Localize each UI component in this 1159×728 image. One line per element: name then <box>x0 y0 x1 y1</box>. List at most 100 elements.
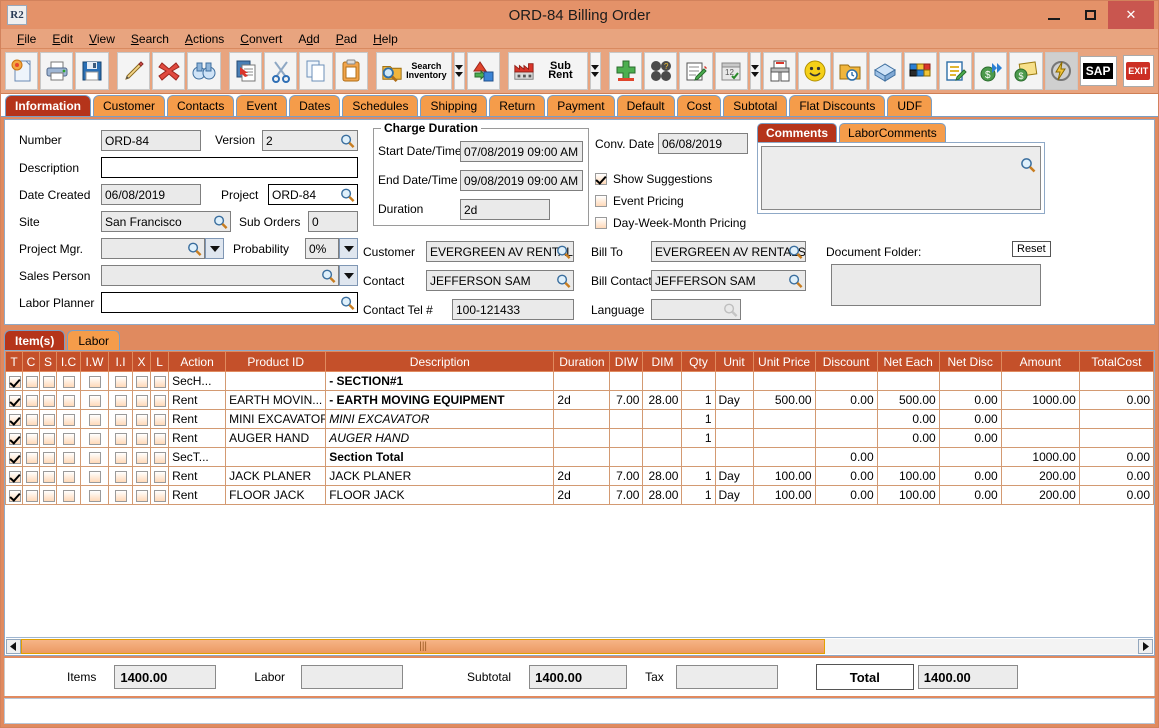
scroll-right-button[interactable] <box>1138 638 1153 654</box>
cell-t[interactable] <box>5 371 23 391</box>
cell-ii[interactable] <box>108 485 134 505</box>
cell-iw[interactable] <box>80 485 110 505</box>
group-button[interactable]: ? <box>644 52 678 90</box>
cell-desc[interactable]: FLOOR JACK <box>325 485 555 505</box>
cell-ic[interactable] <box>55 447 82 467</box>
cell-action[interactable]: Rent <box>168 390 227 410</box>
column-header-l[interactable]: L <box>150 351 170 372</box>
row-checkbox-ic[interactable] <box>62 394 75 407</box>
row-checkbox-t[interactable] <box>9 451 21 464</box>
smiley-button[interactable] <box>798 52 832 90</box>
cell-l[interactable] <box>150 485 170 505</box>
row-checkbox-c[interactable] <box>26 451 38 464</box>
calendar-dropdown[interactable] <box>749 52 762 90</box>
column-header-action[interactable]: Action <box>168 351 227 372</box>
column-header-ii[interactable]: I.I <box>108 351 134 372</box>
cell-dim[interactable] <box>642 428 683 448</box>
database-button[interactable] <box>903 52 937 90</box>
row-checkbox-s[interactable] <box>43 470 55 483</box>
cell-diw[interactable] <box>609 371 644 391</box>
grid-horizontal-scrollbar[interactable]: ||| <box>6 637 1153 654</box>
menu-file[interactable]: FFileile <box>17 31 37 46</box>
cell-x[interactable] <box>132 466 152 486</box>
cell-c[interactable] <box>22 428 40 448</box>
cell-duration[interactable]: 2d <box>553 390 611 410</box>
tab-labor[interactable]: Labor <box>67 330 121 350</box>
tab-return[interactable]: Return <box>489 95 546 116</box>
cell-action[interactable]: Rent <box>168 466 227 486</box>
copy-button[interactable] <box>299 52 333 90</box>
cell-discount[interactable]: 0.00 <box>814 390 878 410</box>
cell-product[interactable]: MINI EXCAVATOR <box>225 409 327 429</box>
cell-unit[interactable] <box>714 447 754 467</box>
table-row[interactable]: Rent JACK PLANER JACK PLANER 2d 7.00 28.00 1 Da… <box>5 466 1154 486</box>
cell-c[interactable] <box>22 466 40 486</box>
event-pricing-checkbox[interactable] <box>595 195 607 207</box>
row-checkbox-ii[interactable] <box>114 432 127 445</box>
document-folder-input[interactable] <box>831 264 1041 306</box>
tab-payment[interactable]: Payment <box>547 95 615 116</box>
cell-amount[interactable]: 200.00 <box>1000 466 1080 486</box>
cell-qty[interactable] <box>681 447 716 467</box>
bill-contact-input[interactable]: JEFFERSON SAM <box>651 270 806 291</box>
search-button[interactable] <box>187 52 221 90</box>
cell-product[interactable] <box>225 371 327 391</box>
cell-t[interactable] <box>5 447 23 467</box>
tax-value-field[interactable] <box>675 665 778 689</box>
cell-totalcost[interactable] <box>1078 409 1154 429</box>
cell-amount[interactable] <box>1000 371 1080 391</box>
row-checkbox-l[interactable] <box>154 394 167 407</box>
tab-contacts[interactable]: Contacts <box>167 95 235 116</box>
project-mgr-combo[interactable] <box>101 238 224 259</box>
row-checkbox-s[interactable] <box>43 451 55 464</box>
contact-tel-input[interactable]: 100-121433 <box>452 299 574 320</box>
calendar-button[interactable]: 12 <box>714 52 748 90</box>
menu-search[interactable]: Search <box>130 31 169 46</box>
column-header-dim[interactable]: DIM <box>642 351 683 372</box>
notes-button[interactable] <box>679 52 713 90</box>
tab-items[interactable]: Item(s) <box>4 330 66 350</box>
cell-s[interactable] <box>39 371 57 391</box>
cell-desc[interactable]: MINI EXCAVATOR <box>325 409 555 429</box>
site-input[interactable]: San Francisco <box>101 211 231 232</box>
cell-neteach[interactable]: 500.00 <box>876 390 940 410</box>
cell-totalcost[interactable] <box>1078 371 1154 391</box>
cell-x[interactable] <box>132 371 152 391</box>
cell-t[interactable] <box>5 409 23 429</box>
dwm-pricing-row[interactable]: Day-Week-Month Pricing <box>595 216 746 230</box>
row-checkbox-ii[interactable] <box>114 413 127 426</box>
cell-duration[interactable] <box>553 409 611 429</box>
row-checkbox-t[interactable] <box>9 470 21 483</box>
cell-c[interactable] <box>22 447 40 467</box>
tab-event[interactable]: Event <box>236 95 288 116</box>
cell-action[interactable]: Rent <box>168 409 227 429</box>
row-checkbox-c[interactable] <box>26 394 38 407</box>
row-checkbox-ii[interactable] <box>114 451 127 464</box>
folder-history-button[interactable] <box>833 52 867 90</box>
cell-s[interactable] <box>39 485 57 505</box>
contact-input[interactable]: JEFFERSON SAM <box>426 270 574 291</box>
customer-input[interactable]: EVERGREEN AV RENTALS <box>426 241 574 262</box>
row-checkbox-l[interactable] <box>154 451 167 464</box>
row-checkbox-ii[interactable] <box>114 470 127 483</box>
cell-discount[interactable] <box>814 428 878 448</box>
cell-c[interactable] <box>22 409 40 429</box>
dwm-pricing-checkbox[interactable] <box>595 217 607 229</box>
language-lookup-icon[interactable] <box>723 302 738 317</box>
comments-lookup-icon[interactable] <box>1020 157 1036 173</box>
cell-l[interactable] <box>150 390 170 410</box>
comments-textarea[interactable] <box>761 146 1041 210</box>
row-checkbox-ic[interactable] <box>62 470 75 483</box>
cell-unitprice[interactable] <box>752 371 816 391</box>
row-checkbox-iw[interactable] <box>88 451 101 464</box>
column-header-neteach[interactable]: Net Each <box>876 351 940 372</box>
start-datetime-input[interactable]: 07/08/2019 09:00 AM <box>460 141 583 162</box>
cell-iw[interactable] <box>80 428 110 448</box>
tab-flat-discounts[interactable]: Flat Discounts <box>789 95 886 116</box>
quick-action-button[interactable] <box>1044 52 1078 90</box>
cell-totalcost[interactable]: 0.00 <box>1078 485 1154 505</box>
cell-dim[interactable]: 28.00 <box>642 485 683 505</box>
row-checkbox-ic[interactable] <box>62 413 75 426</box>
bill-to-input[interactable]: EVERGREEN AV RENTALS <box>651 241 806 262</box>
cell-discount[interactable] <box>814 371 878 391</box>
